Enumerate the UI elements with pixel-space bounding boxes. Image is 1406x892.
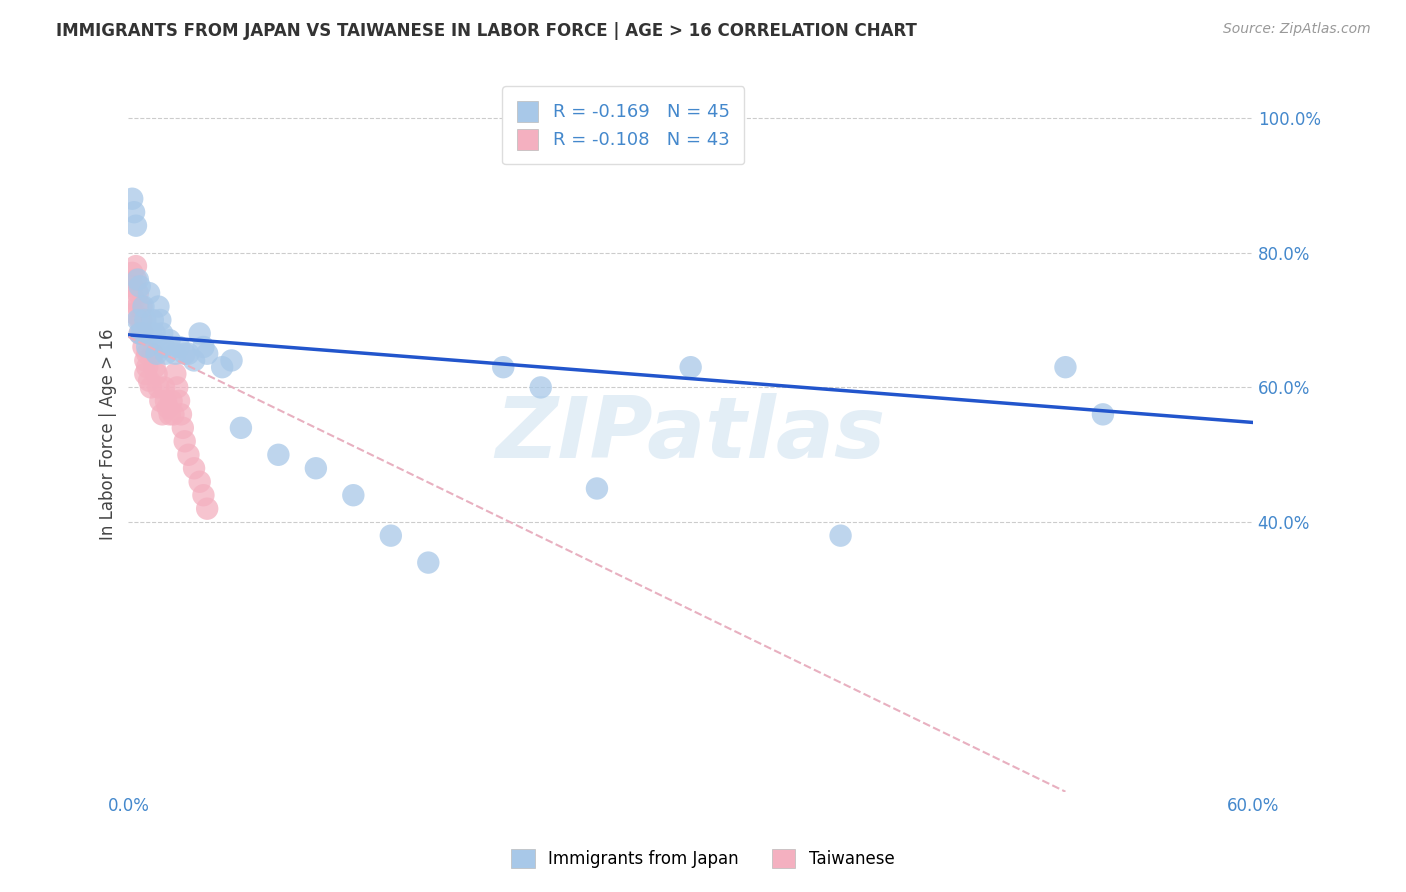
Point [342,488,364,502]
Point [162,408,184,422]
Point [128,279,150,293]
Point [139,326,162,341]
Point [139,380,162,394]
Point [134,353,156,368]
Point [305,461,328,475]
Point [1054,360,1077,375]
Point [142,313,165,327]
Point [131,313,153,327]
Legend: R = -0.169   N = 45, R = -0.108   N = 43: R = -0.169 N = 45, R = -0.108 N = 43 [502,87,744,164]
Point [122,306,145,320]
Point [166,380,188,394]
Point [173,434,195,449]
Point [127,300,149,314]
Point [131,300,153,314]
Point [830,528,852,542]
Text: IMMIGRANTS FROM JAPAN VS TAIWANESE IN LABOR FORCE | AGE > 16 CORRELATION CHART: IMMIGRANTS FROM JAPAN VS TAIWANESE IN LA… [56,22,917,40]
Point [172,421,194,435]
Point [121,266,143,280]
Point [183,353,205,368]
Point [492,360,515,375]
Point [125,272,148,286]
Point [173,347,195,361]
Point [183,461,205,475]
Point [177,347,200,361]
Point [136,340,159,354]
Point [125,219,148,233]
Point [122,293,145,307]
Point [195,501,218,516]
Point [530,380,553,394]
Point [134,313,156,327]
Point [229,421,252,435]
Point [143,360,166,375]
Point [193,340,215,354]
Point [177,448,200,462]
Point [136,360,159,375]
Point [145,367,167,381]
Point [155,347,177,361]
Point [267,448,290,462]
Point [121,279,143,293]
Point [128,313,150,327]
Point [138,286,160,301]
Point [134,367,156,381]
Point [128,326,150,341]
Legend: Immigrants from Japan, Taiwanese: Immigrants from Japan, Taiwanese [505,842,901,875]
Point [188,326,211,341]
Point [165,367,187,381]
Point [127,286,149,301]
Point [149,313,172,327]
Point [1091,408,1114,422]
Point [155,393,177,408]
Point [156,401,179,415]
Point [132,340,155,354]
Point [167,340,190,354]
Point [150,408,173,422]
Y-axis label: In Labor Force | Age > 16: In Labor Force | Age > 16 [100,329,117,541]
Point [148,300,170,314]
Point [170,408,193,422]
Point [165,347,187,361]
Point [380,528,402,542]
Point [679,360,702,375]
Text: Source: ZipAtlas.com: Source: ZipAtlas.com [1223,22,1371,37]
Point [193,488,215,502]
Text: ZIPatlas: ZIPatlas [495,393,886,476]
Point [418,556,440,570]
Point [127,272,149,286]
Point [159,333,181,347]
Point [167,393,190,408]
Point [586,482,609,496]
Point [160,393,183,408]
Point [132,326,155,341]
Point [148,380,170,394]
Point [127,313,149,327]
Point [211,360,233,375]
Point [195,347,218,361]
Point [138,374,160,388]
Point [150,326,173,341]
Point [153,380,176,394]
Point [159,408,181,422]
Point [122,205,145,219]
Point [153,340,176,354]
Point [131,326,153,341]
Point [188,475,211,489]
Point [136,347,159,361]
Point [149,393,172,408]
Point [221,353,243,368]
Point [128,326,150,341]
Point [121,192,143,206]
Point [132,300,155,314]
Point [143,326,166,341]
Point [145,347,167,361]
Point [125,259,148,273]
Point [142,347,165,361]
